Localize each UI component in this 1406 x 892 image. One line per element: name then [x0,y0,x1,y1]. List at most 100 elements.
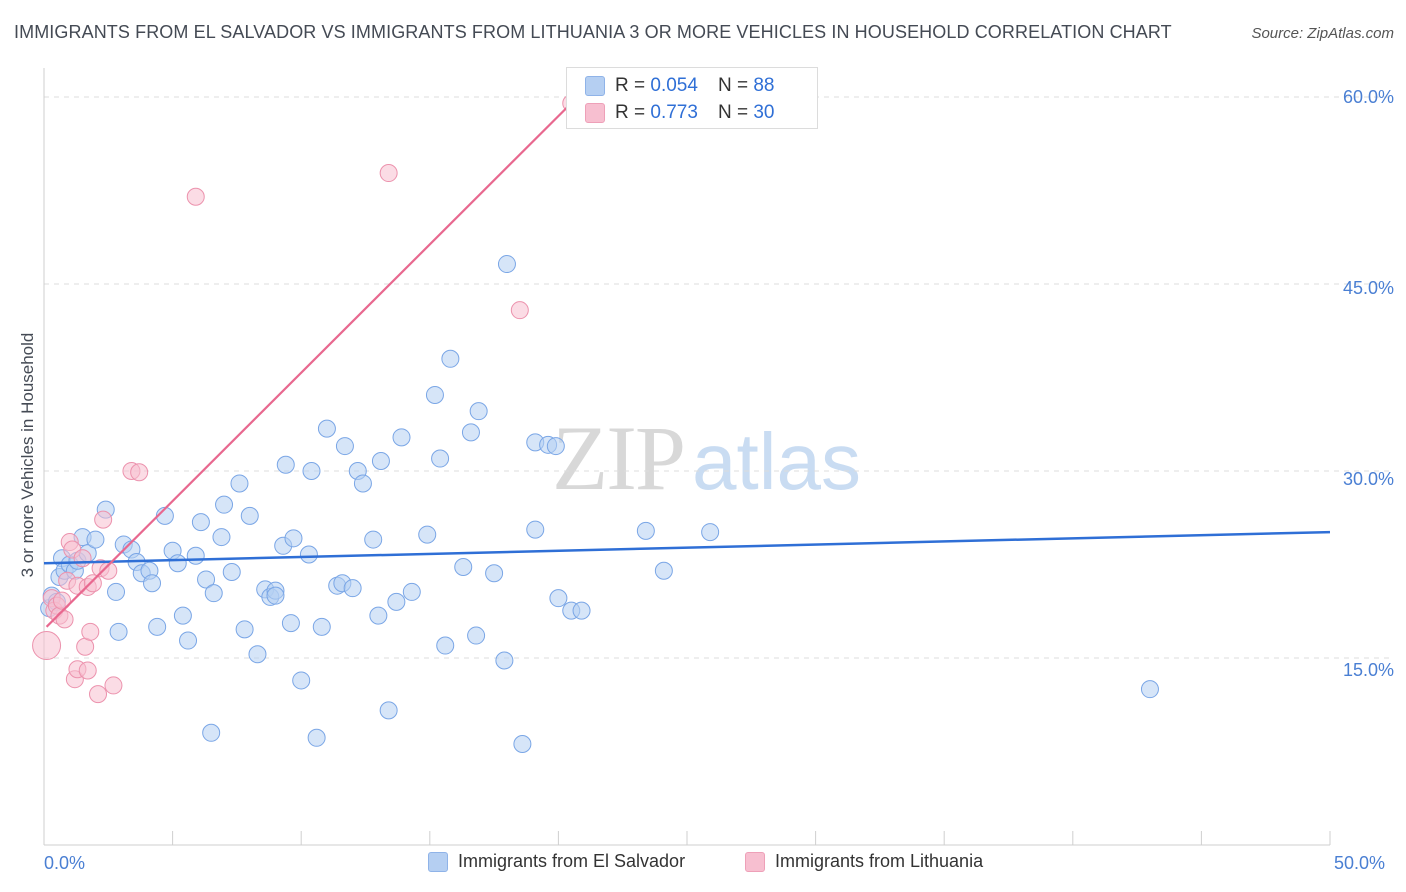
point-el-salvador [173,606,192,625]
point-el-salvador [387,592,406,611]
y-tick-label-15: 15.0% [1342,660,1394,680]
point-lithuania [130,463,149,482]
point-el-salvador [307,728,326,747]
point-el-salvador [467,626,486,645]
point-el-salvador [701,523,720,542]
point-el-salvador [222,562,241,581]
point-el-salvador [526,520,545,539]
point-el-salvador [513,735,532,754]
point-lithuania [53,591,72,610]
x-tick-label-min: 0.0% [44,853,86,873]
point-el-salvador [86,530,105,549]
series-el-salvador-points [40,255,1159,754]
point-lithuania [94,510,113,529]
r-label: R = [615,102,646,123]
point-el-salvador [235,620,254,639]
watermark-zip: ZIP [552,407,686,509]
correlation-legend: R = 0.054 N = 88 R = 0.773 N = 30 [566,67,818,129]
r-value: 0.773 [650,102,698,123]
point-el-salvador [248,645,267,664]
point-el-salvador [197,570,216,589]
legend-item-el-salvador: Immigrants from El Salvador [428,851,685,872]
blue-swatch-icon [428,851,448,872]
point-el-salvador [1140,680,1159,699]
point-lithuania [55,610,74,629]
grid-lines [44,96,1393,659]
point-el-salvador [230,474,249,493]
point-el-salvador [572,601,591,620]
point-el-salvador [204,584,223,603]
point-lithuania [78,661,97,680]
point-el-salvador [546,437,565,456]
legend-row-el-salvador: R = 0.054 N = 88 [585,73,774,99]
n-value: 88 [753,75,775,96]
point-lithuania [32,631,62,661]
point-el-salvador [364,530,383,549]
point-el-salvador [191,513,210,532]
point-el-salvador [179,631,198,650]
point-el-salvador [202,723,221,742]
point-el-salvador [299,545,318,564]
point-el-salvador [281,614,300,633]
point-lithuania [186,187,205,206]
point-el-salvador [343,579,362,598]
point-el-salvador [107,582,126,601]
point-lithuania [81,622,100,641]
y-tick-label-45: 45.0% [1342,278,1394,298]
point-el-salvador [371,452,390,471]
r-label: R = [615,75,646,96]
point-el-salvador [186,546,205,565]
point-el-salvador [497,255,516,274]
point-el-salvador [168,554,187,573]
point-el-salvador [317,419,336,438]
point-el-salvador [636,521,655,540]
trend-lines [43,102,1331,628]
point-el-salvador [431,449,450,468]
point-el-salvador [312,617,331,636]
y-tick-label-60: 60.0% [1342,87,1394,107]
point-el-salvador [379,701,398,720]
point-lithuania [83,574,102,593]
point-el-salvador [284,529,303,548]
watermark-atlas: atlas [692,417,861,506]
series-lithuania-points [32,94,581,704]
legend-label: Immigrants from Lithuania [775,851,984,871]
point-el-salvador [292,671,311,690]
point-el-salvador [240,506,259,525]
n-label: N = [717,102,749,123]
chart-title: IMMIGRANTS FROM EL SALVADOR VS IMMIGRANT… [14,22,1172,42]
legend-row-lithuania: R = 0.773 N = 30 [585,100,774,126]
point-el-salvador [335,437,354,456]
point-el-salvador [402,582,421,601]
pink-swatch-icon [585,103,605,123]
r-value: 0.054 [650,75,698,96]
point-lithuania [379,164,398,183]
point-el-salvador [148,617,167,636]
point-el-salvador [441,349,460,368]
n-value: 30 [753,102,775,123]
point-lithuania [89,685,108,704]
point-el-salvador [461,423,480,442]
point-el-salvador [425,385,444,404]
point-el-salvador [549,589,568,608]
series-legend: Immigrants from El Salvador Immigrants f… [0,851,1406,877]
point-el-salvador [418,525,437,544]
point-el-salvador [369,606,388,625]
point-el-salvador [353,474,372,493]
point-el-salvador [266,586,285,605]
blue-swatch-icon [585,76,605,96]
point-el-salvador [302,462,321,480]
point-el-salvador [485,564,504,583]
point-el-salvador [215,495,234,514]
point-el-salvador [143,574,162,593]
point-lithuania [76,637,95,656]
point-el-salvador [392,428,411,447]
n-label: N = [717,75,749,96]
axes [43,68,1331,846]
point-lithuania [510,301,529,320]
point-el-salvador [109,622,128,641]
point-lithuania [73,549,92,568]
legend-item-lithuania: Immigrants from Lithuania [745,851,983,872]
pink-swatch-icon [745,851,765,872]
